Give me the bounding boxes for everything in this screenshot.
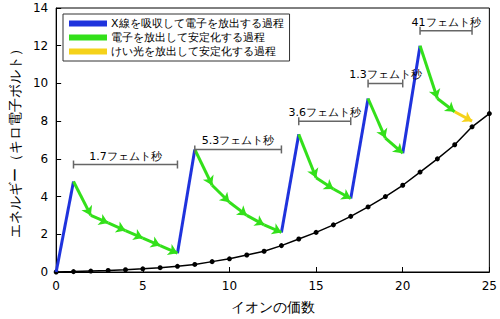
svg-text:10: 10 (222, 279, 237, 293)
svg-text:20: 20 (395, 279, 410, 293)
svg-text:X線を吸収して電子を放出する過程: X線を吸収して電子を放出する過程 (111, 17, 284, 30)
svg-text:電子を放出して安定化する過程: 電子を放出して安定化する過程 (111, 31, 265, 44)
svg-text:8: 8 (41, 114, 49, 128)
svg-text:2: 2 (41, 227, 49, 241)
svg-text:4: 4 (41, 190, 49, 204)
svg-text:10: 10 (33, 76, 48, 90)
svg-text:5.3フェムト秒: 5.3フェムト秒 (202, 134, 275, 147)
svg-text:15: 15 (308, 279, 323, 293)
svg-text:25: 25 (482, 279, 497, 293)
svg-text:12: 12 (33, 39, 48, 53)
svg-text:1.7フェムト秒: 1.7フェムト秒 (89, 150, 162, 163)
svg-text:0: 0 (41, 265, 49, 279)
svg-text:けい光を放出して安定化する過程: けい光を放出して安定化する過程 (111, 45, 276, 58)
svg-text:41フェムト秒: 41フェムト秒 (412, 16, 481, 29)
svg-text:0: 0 (52, 279, 60, 293)
svg-text:イオンの価数: イオンの価数 (231, 299, 315, 315)
svg-text:14: 14 (33, 1, 48, 15)
svg-text:5: 5 (139, 279, 147, 293)
svg-text:6: 6 (41, 152, 49, 166)
svg-text:1.3フェムト秒: 1.3フェムト秒 (349, 68, 422, 81)
svg-text:エネルギー（キロ電子ボルト）: エネルギー（キロ電子ボルト） (7, 42, 23, 238)
svg-text:3.6フェムト秒: 3.6フェムト秒 (289, 106, 362, 119)
